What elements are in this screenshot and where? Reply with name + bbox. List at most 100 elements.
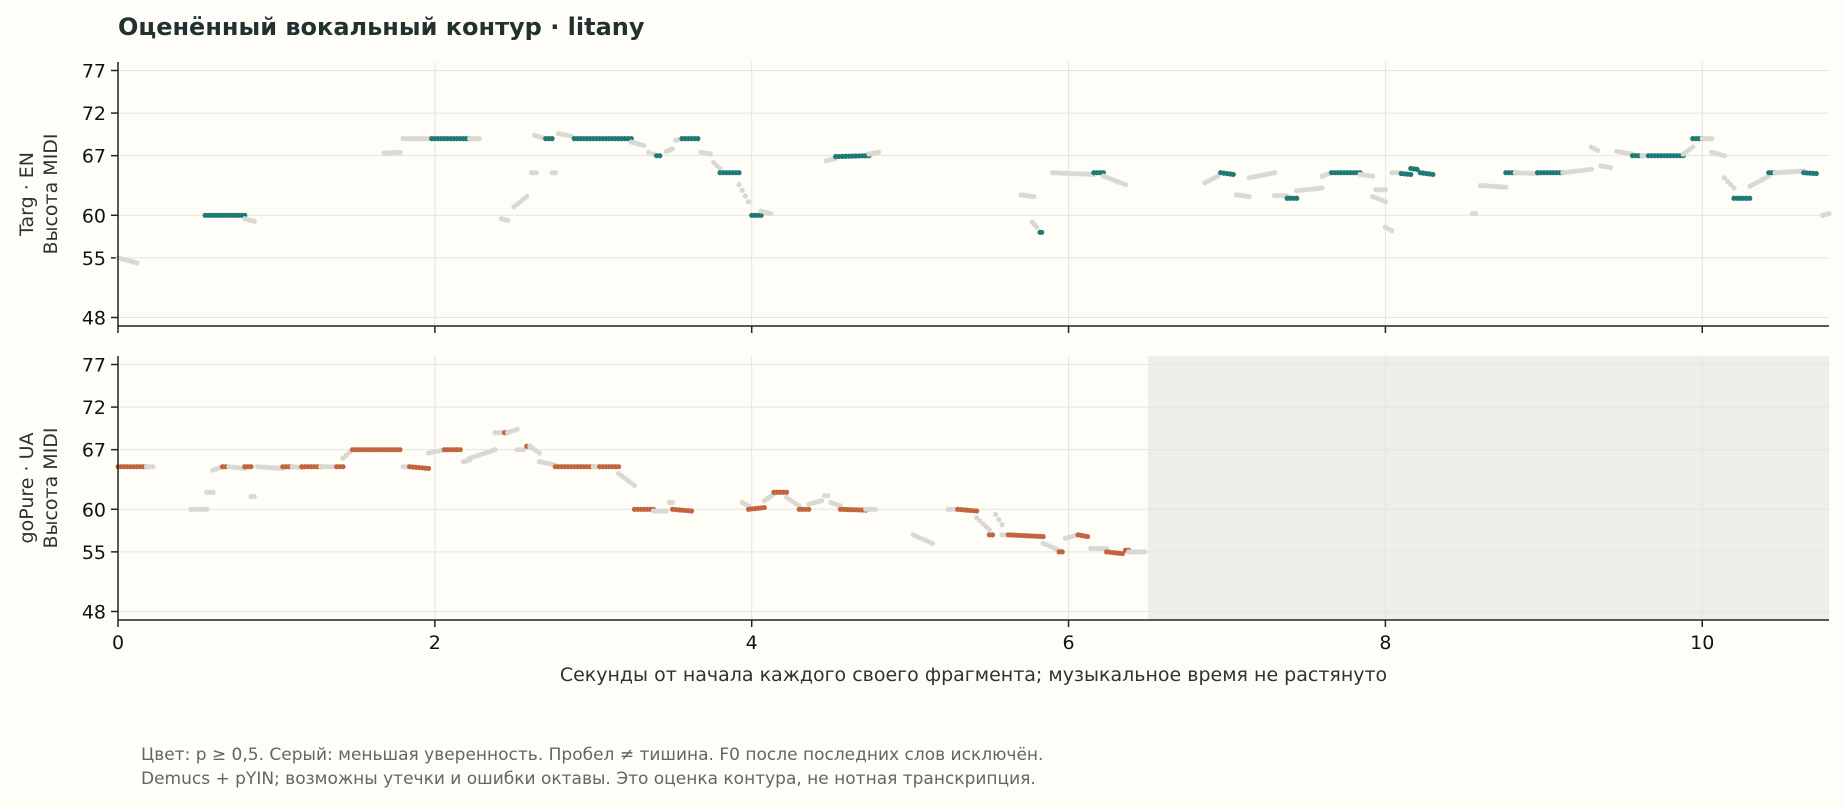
pitch-point-low-confidence [999, 522, 1005, 528]
y-tick-label: 67 [82, 440, 106, 462]
pitch-point-confident [397, 447, 403, 453]
pitch-point-low-confidence [1319, 185, 1325, 191]
y-tick-label: 77 [82, 61, 106, 83]
x-tick-label: 2 [429, 632, 441, 654]
pitch-point-confident [806, 506, 812, 512]
footnote-line-2: Demucs + pYIN; возможны утечки и ошибки … [141, 769, 1036, 789]
pitch-point-low-confidence [1826, 210, 1832, 217]
x-tick-label: 4 [746, 632, 758, 654]
pitch-point-confident [248, 464, 254, 470]
pitch-point-low-confidence [1214, 173, 1221, 179]
pitch-contour-chart: Оценённый вокальный контур · litany 4855… [16, 13, 1832, 686]
pitch-point-low-confidence [1370, 173, 1376, 179]
footnote-line-1: Цвет: p ≥ 0,5. Серый: меньшая уверенност… [141, 745, 1044, 765]
pitch-point-low-confidence [1382, 187, 1389, 193]
pitch-point-low-confidence [929, 540, 935, 546]
pitch-point-confident [1059, 549, 1065, 555]
pitch-point-low-confidence [397, 149, 403, 155]
pitch-point-low-confidence [492, 447, 498, 453]
y-axis-label-name: Targ · EN [16, 152, 38, 237]
pitch-point-low-confidence [204, 506, 210, 512]
pitch-point-low-confidence [1731, 185, 1737, 191]
y-axis-label-units: Высота MIDI [40, 427, 62, 548]
pitch-point-low-confidence [1595, 147, 1601, 154]
pitch-point-low-confidence [1709, 136, 1715, 142]
pitch-point-low-confidence [210, 489, 216, 495]
pitch-point-confident [758, 212, 764, 218]
y-tick-label: 77 [82, 355, 106, 377]
pitch-point-low-confidence [1031, 193, 1037, 200]
pitch-point-low-confidence [1607, 165, 1613, 171]
y-tick-label: 48 [82, 307, 106, 329]
pitch-point-low-confidence [739, 187, 745, 193]
pitch-point-low-confidence [536, 450, 543, 456]
pitch-point-confident [1230, 171, 1236, 178]
pitch-point-low-confidence [872, 506, 878, 512]
panel-gopure-ua: 48 55 60 67 72 77 goPure · UA Высота MIDI [16, 355, 1829, 627]
pitch-point-low-confidence [1728, 182, 1734, 188]
y-axis-label-units: Высота MIDI [40, 133, 62, 254]
pitch-point-low-confidence [707, 151, 714, 157]
pitch-point-low-confidence [996, 516, 1002, 523]
y-tick-label: 72 [82, 103, 106, 125]
pitch-point-confident [1414, 166, 1420, 172]
pitch-point-low-confidence [736, 182, 742, 188]
pitch-point-confident [1408, 171, 1414, 178]
x-tick-label: 0 [112, 632, 124, 654]
pitch-point-low-confidence [520, 447, 527, 453]
pitch-point-low-confidence [1246, 193, 1252, 200]
pitch-point-confident [425, 465, 432, 472]
pitch-point-low-confidence [717, 165, 723, 172]
pitch-point-confident [1084, 533, 1091, 540]
pitch-point-low-confidence [641, 142, 647, 149]
pitch-point-confident [1119, 550, 1126, 557]
pitch-point-confident [616, 464, 622, 470]
pitch-point-low-confidence [1503, 184, 1509, 190]
pitch-point-confident [783, 489, 790, 495]
pitch-point-confident [1430, 171, 1436, 178]
pitch-point-low-confidence [505, 217, 511, 223]
pitch-point-confident [340, 464, 346, 470]
pitch-point-low-confidence [1122, 182, 1129, 188]
pitch-point-low-confidence [251, 218, 257, 224]
pitch-point-confident [549, 136, 555, 142]
pitch-point-confident [695, 136, 701, 142]
pitch-point-low-confidence [646, 149, 652, 155]
y-tick-label: 55 [82, 248, 106, 270]
pitch-point-low-confidence [1271, 170, 1278, 176]
pitch-point-low-confidence [514, 426, 520, 432]
pitch-point-low-confidence [1389, 228, 1395, 234]
x-tick-label: 8 [1379, 632, 1391, 654]
excluded-region [1147, 356, 1829, 620]
pitch-point-confident [736, 170, 742, 176]
pitch-point-low-confidence [476, 136, 482, 142]
x-tick-label: 6 [1063, 632, 1075, 654]
pitch-point-confident [688, 508, 695, 514]
pitch-point-confident [657, 153, 663, 159]
pitch-point-low-confidence [150, 464, 156, 470]
pitch-point-low-confidence [663, 508, 669, 514]
pitch-point-low-confidence [552, 170, 558, 176]
pitch-point-confident [1294, 195, 1300, 201]
pitch-point-low-confidence [134, 260, 140, 266]
pitch-point-confident [761, 504, 767, 511]
pitch-point-confident [1747, 195, 1753, 201]
pitch-point-confident [1813, 170, 1819, 177]
pitch-point-low-confidence [533, 170, 539, 176]
pitch-point-low-confidence [669, 499, 676, 506]
pitch-point-low-confidence [1588, 166, 1594, 172]
pitch-point-low-confidence [818, 498, 825, 504]
pitch-point-confident [974, 508, 980, 514]
pitch-point-confident [1040, 533, 1046, 540]
y-axis-label-name: goPure · UA [16, 433, 38, 544]
pitch-point-low-confidence [524, 193, 530, 200]
pitch-point-low-confidence [768, 210, 774, 217]
pitch-point-low-confidence [1034, 224, 1040, 230]
chart-title: Оценённый вокальный контур · litany [118, 13, 645, 41]
pitch-point-low-confidence [745, 199, 752, 205]
pitch-point-low-confidence [251, 493, 257, 500]
pitch-point-low-confidence [1382, 199, 1389, 205]
y-tick-label: 67 [82, 146, 106, 168]
pitch-point-low-confidence [1725, 178, 1731, 184]
y-tick-label: 55 [82, 542, 106, 564]
